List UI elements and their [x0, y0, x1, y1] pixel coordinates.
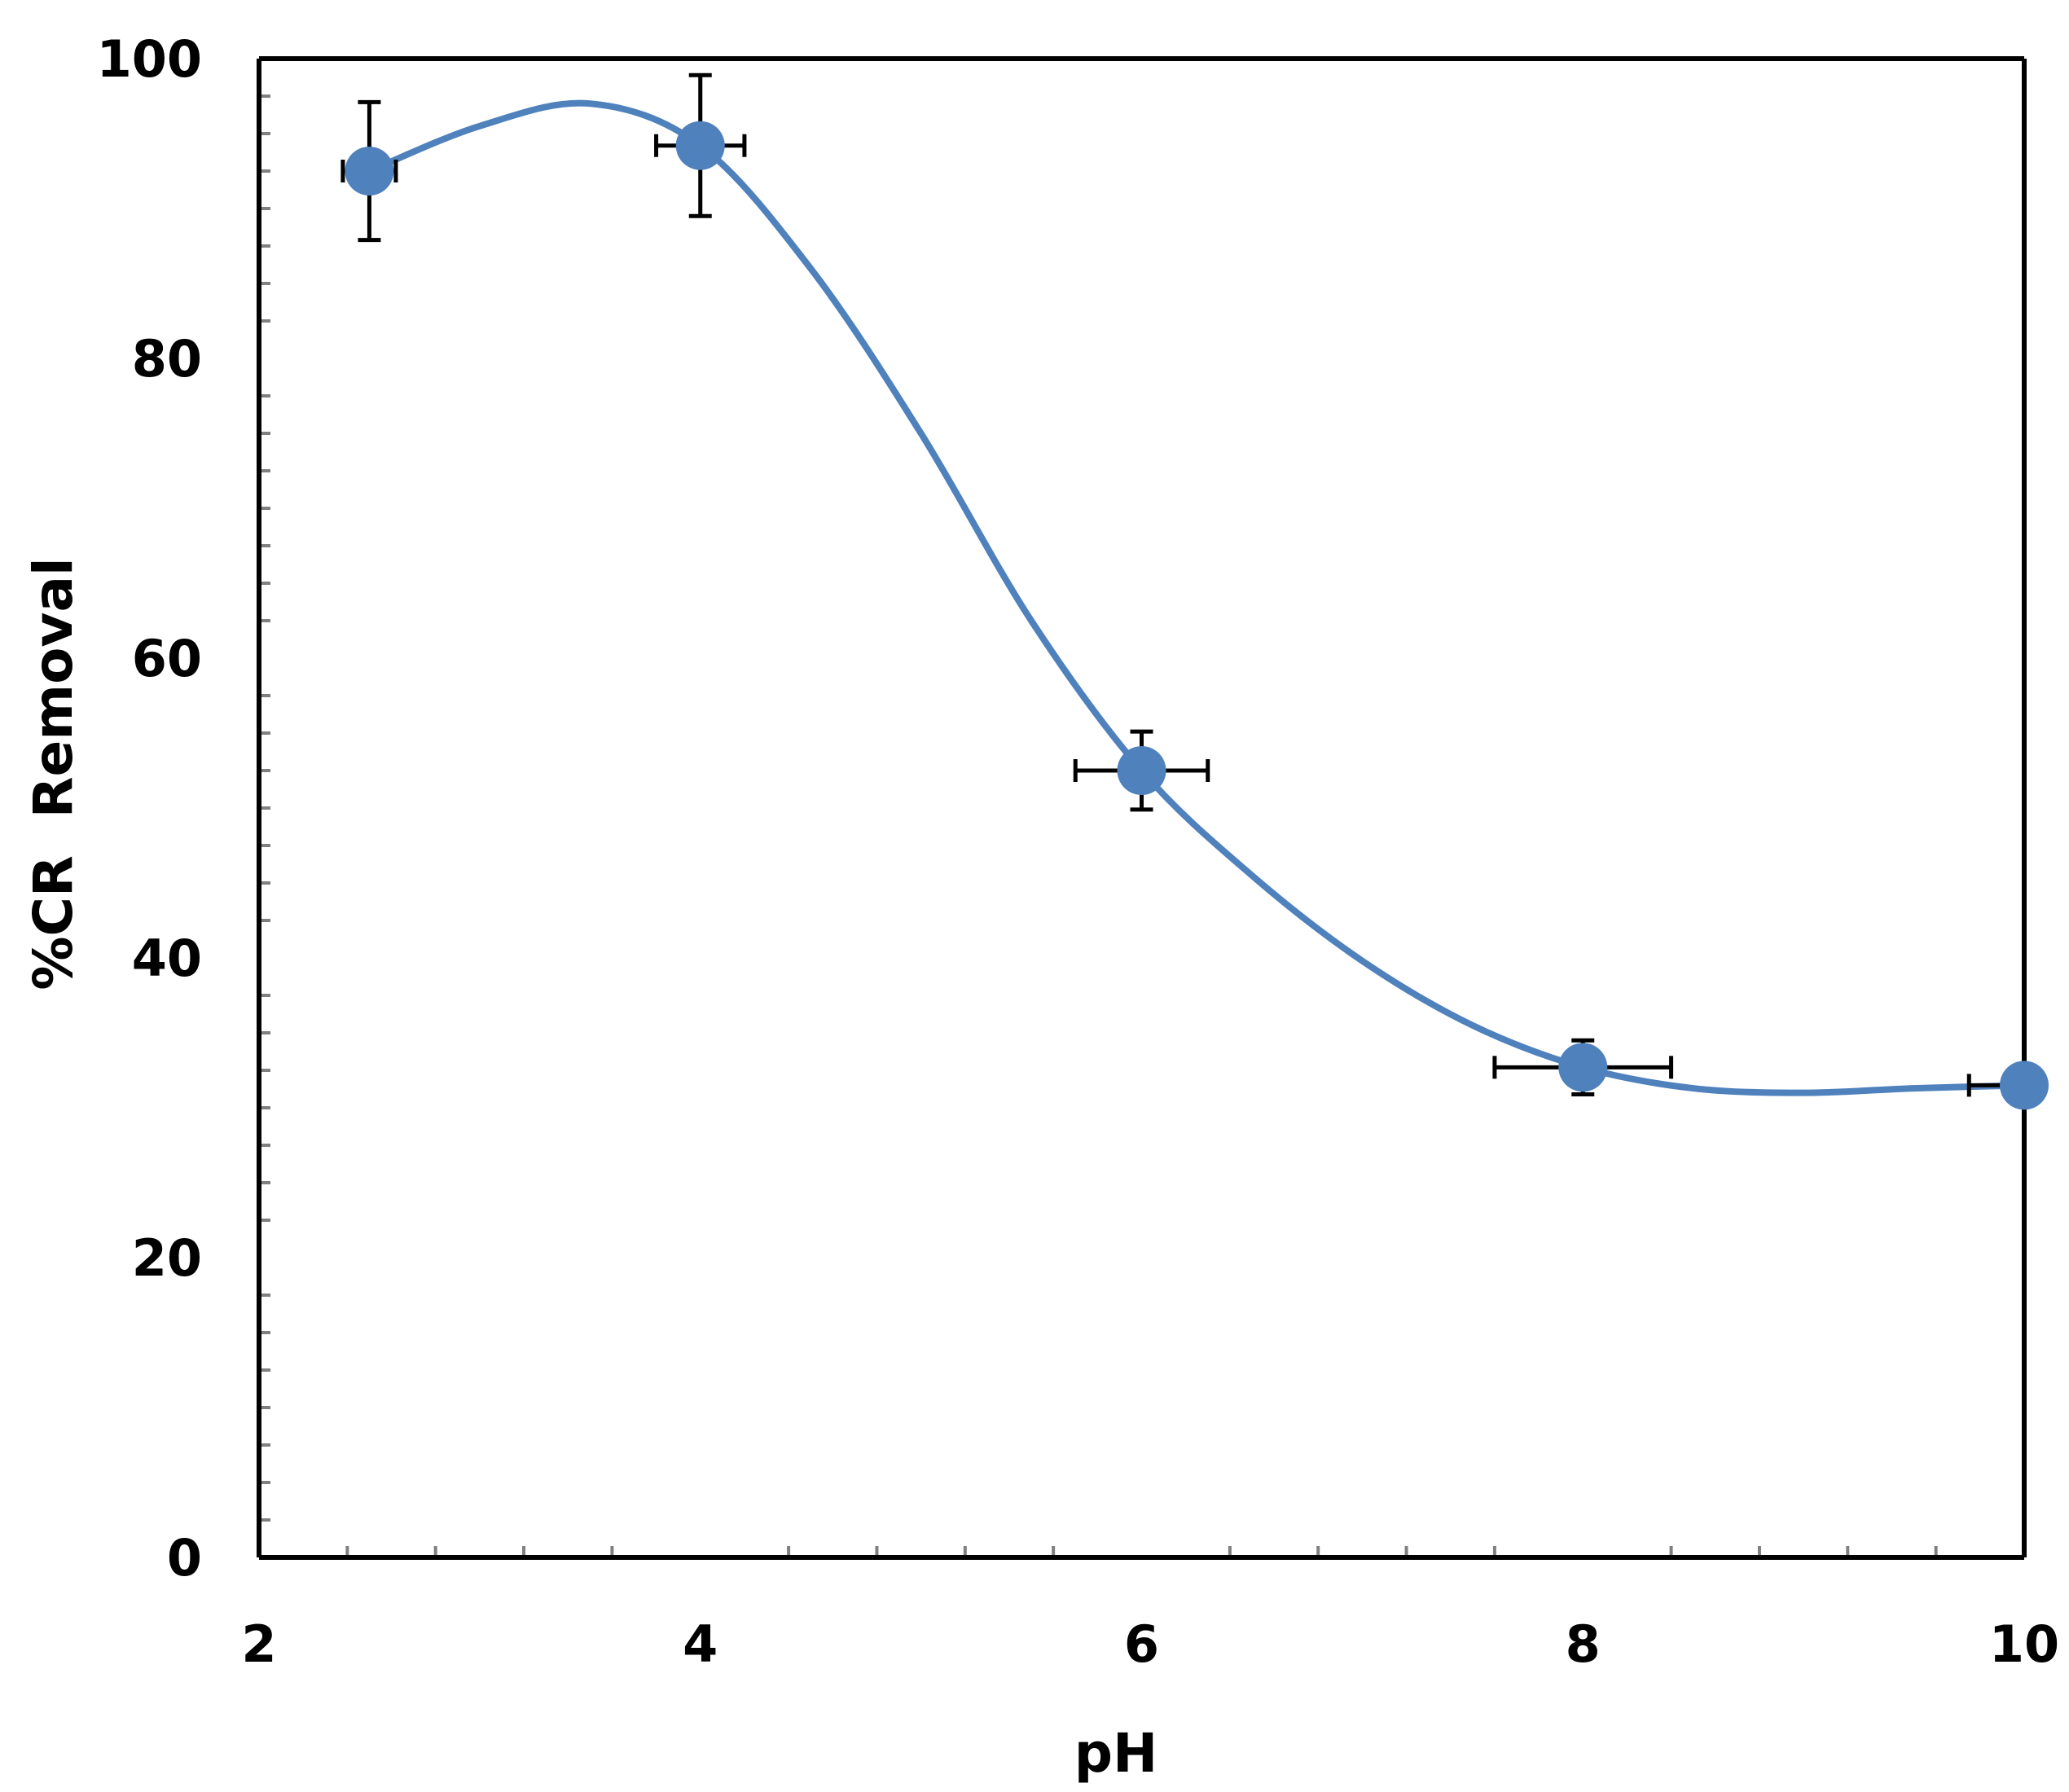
- y-axis-title: %CR Removal: [22, 557, 85, 990]
- x-tick-label: 2: [241, 1614, 276, 1674]
- data-point: [2000, 1061, 2049, 1110]
- x-tick-label: 8: [1566, 1614, 1601, 1674]
- data-point: [345, 147, 394, 195]
- data-point: [675, 121, 725, 170]
- x-axis-title: pH: [1074, 1722, 1157, 1785]
- y-tick-labels: 0 20 40 60 80 100: [97, 29, 202, 1588]
- x-tick-labels: 2 4 6 8 10: [241, 1614, 2059, 1674]
- y-tick-label: 100: [97, 29, 202, 89]
- x-tick-label: 4: [683, 1614, 718, 1674]
- y-tick-label: 60: [132, 629, 202, 688]
- data-point: [1558, 1043, 1608, 1092]
- y-tick-label: 80: [132, 329, 202, 389]
- data-points: [345, 121, 2049, 1110]
- data-point: [1117, 746, 1166, 795]
- x-tick-label: 10: [1989, 1614, 2059, 1674]
- plot-frame: [257, 56, 2027, 1560]
- x-tick-label: 6: [1124, 1614, 1159, 1674]
- y-tick-label: 0: [167, 1528, 202, 1588]
- y-tick-label: 20: [132, 1228, 202, 1288]
- y-tick-label: 40: [132, 929, 202, 988]
